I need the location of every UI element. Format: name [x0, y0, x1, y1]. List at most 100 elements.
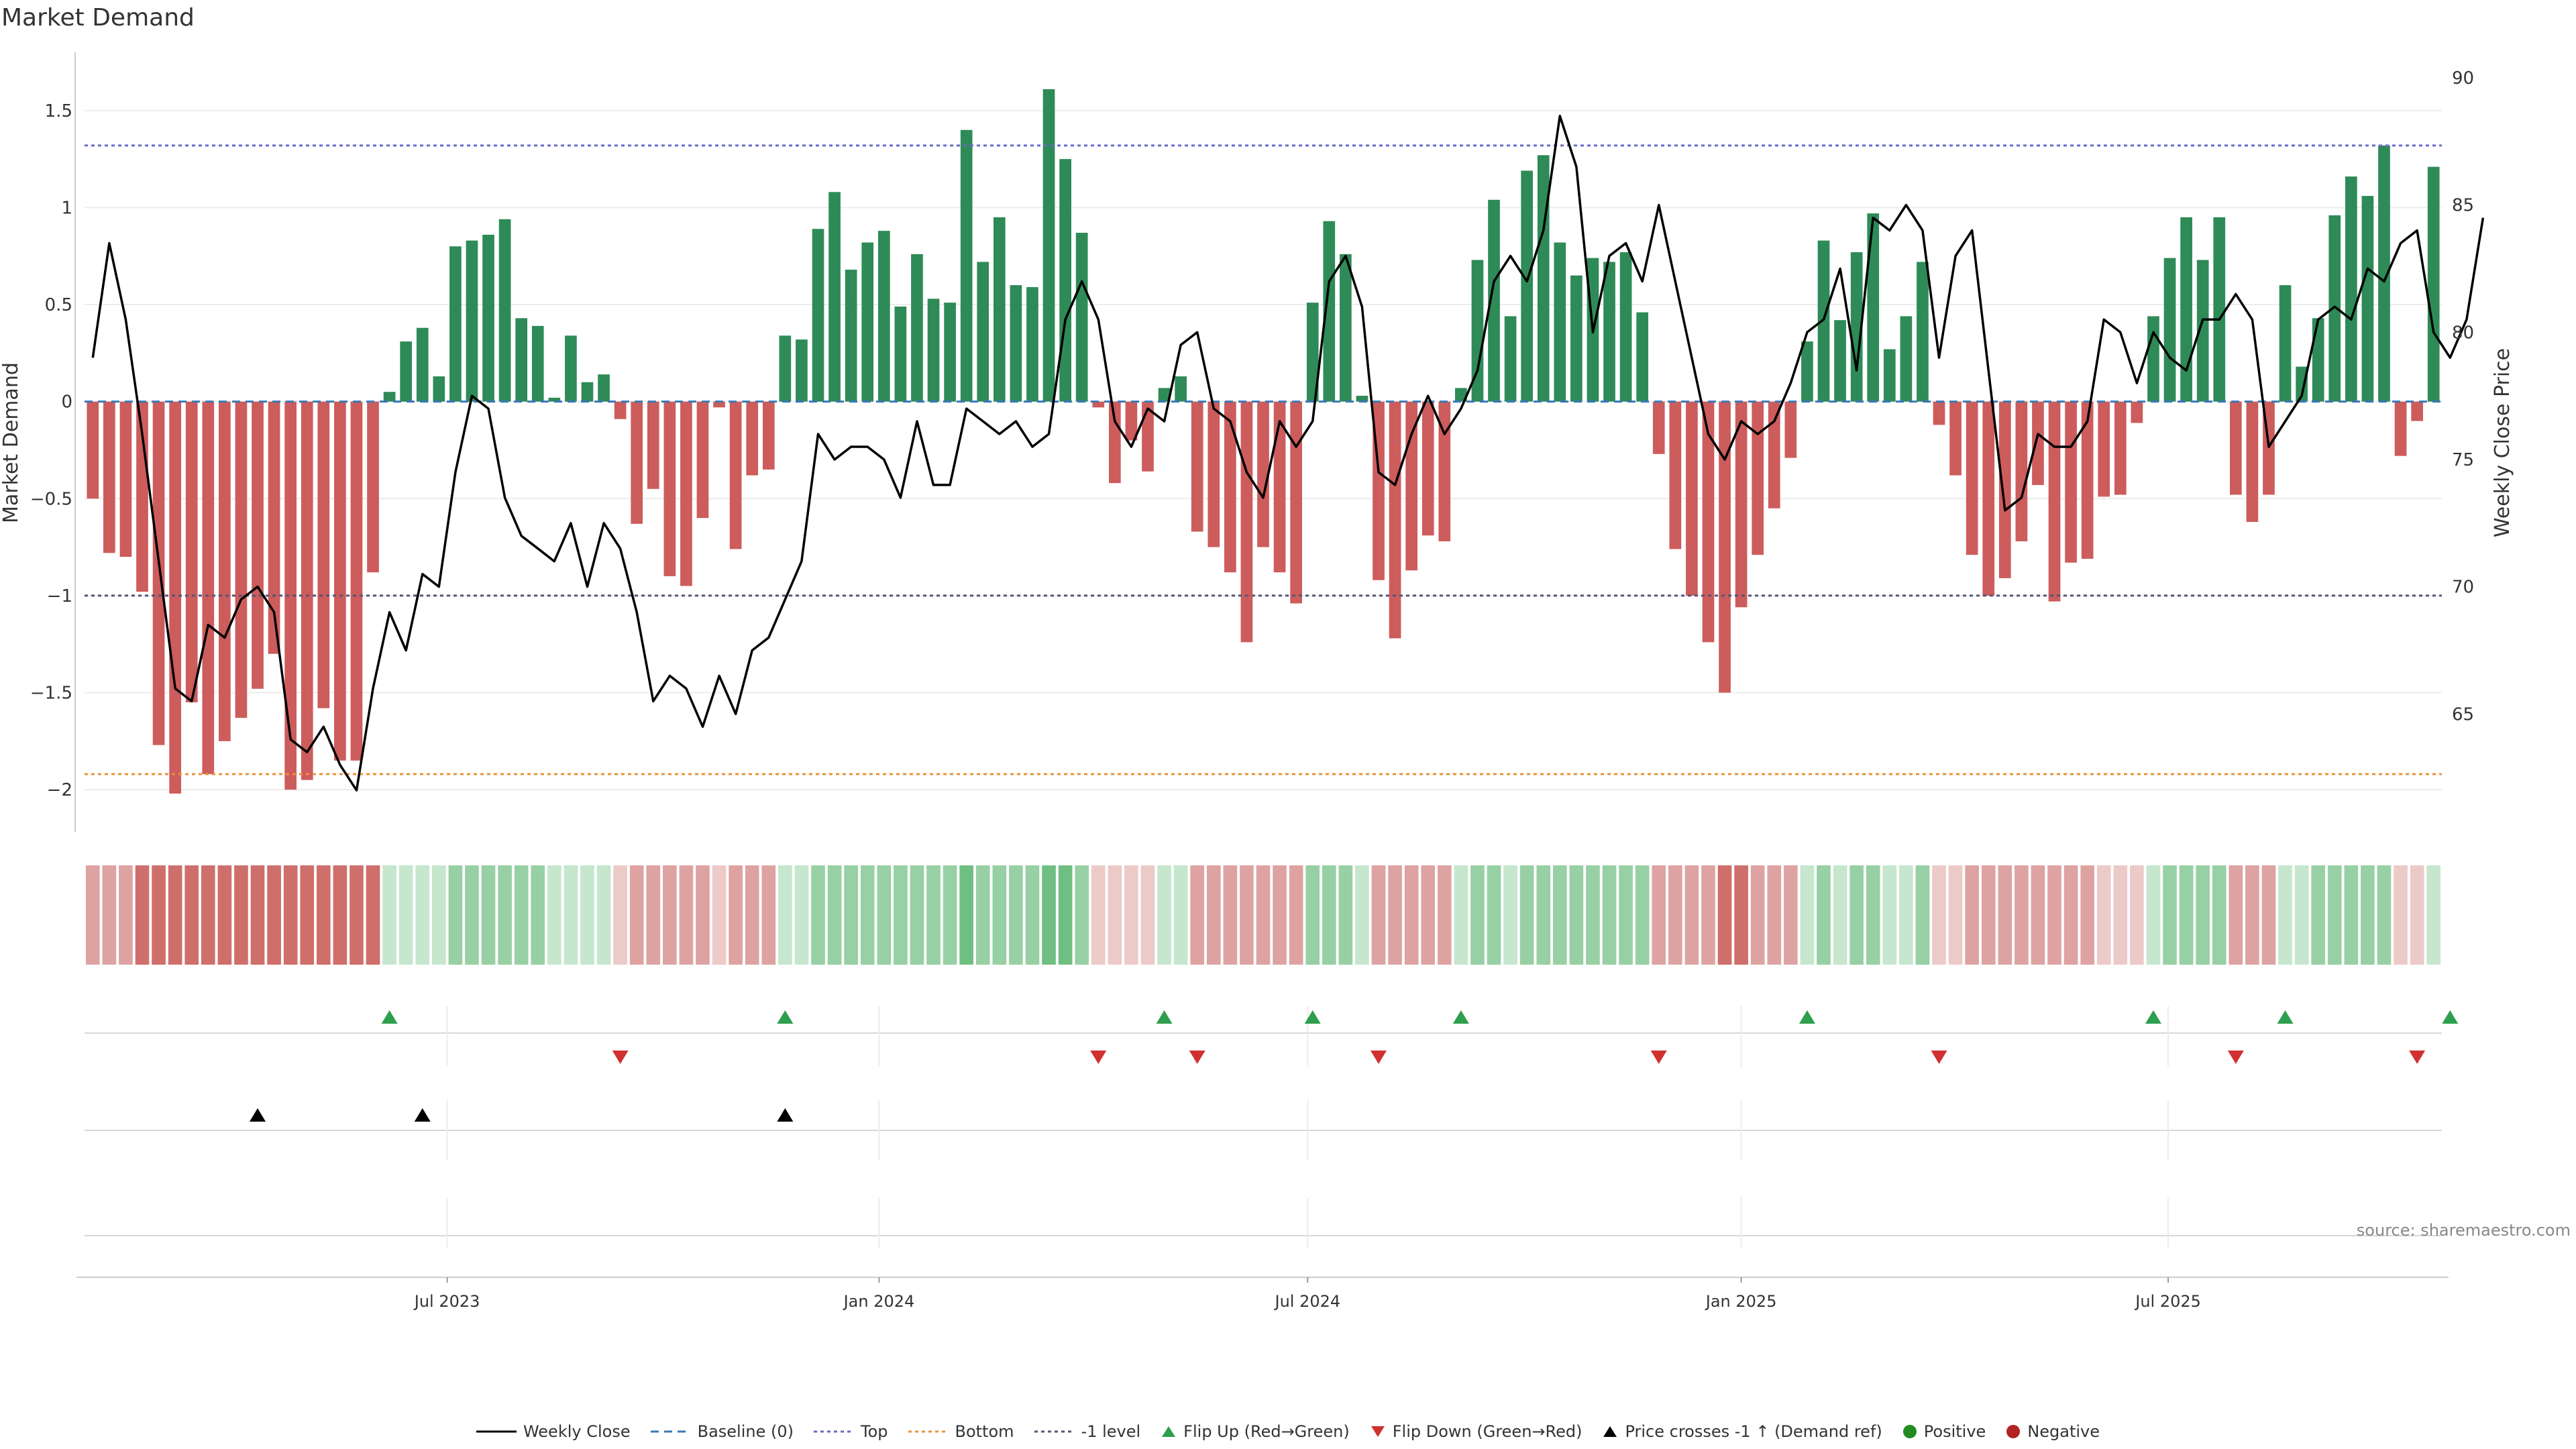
y-tick-label: −0.5: [30, 489, 72, 509]
heat-cell: [1750, 865, 1765, 965]
heat-cell: [481, 865, 496, 965]
heat-cell: [432, 865, 446, 965]
demand-bar-positive: [877, 231, 890, 402]
flip-down-marker: [2227, 1051, 2244, 1064]
demand-bar-negative: [1240, 401, 1253, 643]
demand-bar-positive: [449, 246, 462, 402]
demand-bar-positive: [1867, 213, 1880, 402]
demand-bar-negative: [1125, 401, 1138, 441]
heat-cell: [1338, 865, 1353, 965]
heat-cell: [1998, 865, 2012, 965]
demand-bar-negative: [152, 401, 165, 745]
legend-label: -1 level: [1081, 1422, 1141, 1441]
flip-down-markers: [612, 1051, 2426, 1064]
heat-cell: [745, 865, 759, 965]
heat-cell: [1388, 865, 1402, 965]
heat-cell: [629, 865, 644, 965]
y-tick-label: 1.5: [45, 101, 72, 121]
x-tick-label: Jan 2024: [843, 1292, 915, 1311]
demand-bar-negative: [2032, 401, 2044, 486]
demand-bar-negative: [367, 401, 379, 573]
flip-up-marker: [2145, 1010, 2161, 1024]
demand-bar-positive: [993, 217, 1006, 402]
demand-bar-negative: [746, 401, 759, 476]
heat-cell: [85, 865, 100, 965]
heat-cell: [316, 865, 331, 965]
demand-bar-positive: [1801, 341, 1813, 402]
demand-bar-negative: [762, 401, 775, 470]
x-tick-label: Jul 2024: [1274, 1292, 1341, 1311]
flip-up-marker: [1304, 1010, 1321, 1024]
heat-cell: [1882, 865, 1897, 965]
flip-up-marker: [2277, 1010, 2294, 1024]
legend-label: Baseline (0): [697, 1422, 794, 1441]
demand-bar-positive: [944, 303, 956, 402]
demand-bar-negative: [202, 401, 215, 775]
demand-bar-positive: [1306, 303, 1319, 402]
heat-cell: [1190, 865, 1205, 965]
heat-cell: [910, 865, 924, 965]
y2-tick-label: 80: [2452, 323, 2474, 343]
heat-cell: [975, 865, 990, 965]
heat-cell: [1421, 865, 1436, 965]
demand-bar-negative: [680, 401, 692, 586]
demand-bar-negative: [87, 401, 99, 499]
heat-cell: [1273, 865, 1287, 965]
legend-item-neg: Negative: [2006, 1422, 2100, 1441]
heat-cell: [1833, 865, 1847, 965]
heat-cell: [283, 865, 298, 965]
heat-cell: [1717, 865, 1732, 965]
heat-cell: [1569, 865, 1584, 965]
heat-cell: [1948, 865, 1963, 965]
demand-bar-positive: [796, 339, 808, 402]
demand-bar-positive: [1059, 159, 1071, 402]
demand-bar-positive: [1817, 240, 1830, 402]
heat-cell: [1981, 865, 1996, 965]
legend-symbol-neg: [2006, 1424, 2021, 1439]
demand-bar-negative: [185, 401, 198, 702]
demand-bar-negative: [631, 401, 643, 524]
heat-cell: [2047, 865, 2061, 965]
heat-cell: [1223, 865, 1238, 965]
demand-bar-positive: [779, 335, 792, 402]
demand-bar-negative: [317, 401, 330, 708]
demand-bar-negative: [2246, 401, 2259, 522]
demand-bar-positive: [433, 376, 445, 402]
heat-cell: [217, 865, 232, 965]
legend-label: Top: [861, 1422, 888, 1441]
demand-bar-positive: [1455, 388, 1467, 402]
demand-bar-positive: [1356, 395, 1368, 402]
legend-label: Price crosses -1 ↑ (Demand ref): [1625, 1422, 1882, 1441]
demand-bar-positive: [416, 327, 429, 402]
flip-down-marker: [1650, 1051, 1667, 1064]
heat-cell: [2212, 865, 2226, 965]
demand-bar-positive: [861, 242, 874, 402]
heat-cell: [2344, 865, 2359, 965]
demand-bar-negative: [1982, 401, 1995, 596]
demand-bar-positive: [1010, 285, 1022, 402]
demand-bar-positive: [1883, 349, 1896, 402]
heat-cell: [1437, 865, 1452, 965]
demand-bar-negative: [1092, 401, 1105, 408]
heat-cell: [679, 865, 694, 965]
heat-cell: [1009, 865, 1023, 965]
heat-cell: [267, 865, 281, 965]
heat-cell: [1965, 865, 1979, 965]
x-tick-label: Jul 2025: [2134, 1292, 2201, 1311]
demand-bar-negative: [1257, 401, 1269, 547]
demand-bar-negative: [696, 401, 709, 519]
heat-cell: [1734, 865, 1748, 965]
heat-cell: [877, 865, 892, 965]
flip-up-marker: [381, 1010, 398, 1024]
heat-cell: [415, 865, 430, 965]
heat-cell: [1240, 865, 1254, 965]
flip-down-marker: [612, 1051, 629, 1064]
heat-cell: [1206, 865, 1221, 965]
demand-bar-negative: [663, 401, 676, 576]
heat-cell: [1470, 865, 1485, 965]
demand-bar-positive: [2180, 217, 2192, 402]
legend-label: Flip Up (Red→Green): [1183, 1422, 1350, 1441]
demand-bar-positive: [498, 219, 511, 402]
heat-cell: [2410, 865, 2424, 965]
